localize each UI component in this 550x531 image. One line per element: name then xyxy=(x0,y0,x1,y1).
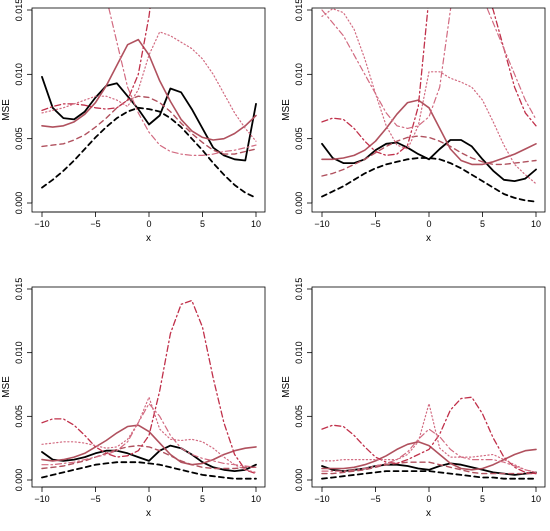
chart-panel-2: −10 −5 0 5 10 x 0.000 0.005 0.010 0.015 MSE xyxy=(281,0,546,244)
series-line-black-dashed xyxy=(321,470,537,480)
y-axis-label: MSE xyxy=(281,99,292,121)
series-line-black-dashed xyxy=(41,461,257,480)
series-line-rose-dashdot xyxy=(41,299,257,475)
x-axis: −10 −5 0 5 10 x xyxy=(34,211,261,244)
x-tick-label: −5 xyxy=(90,219,100,229)
y-tick-label: 0.000 xyxy=(14,469,24,492)
series-line-black-dashed xyxy=(321,157,537,203)
series-line-rose-dashed xyxy=(41,444,257,470)
series-line-black-solid xyxy=(41,76,257,162)
x-axis-label: x xyxy=(146,233,151,244)
x-tick-label: 10 xyxy=(531,219,541,229)
y-tick-label: 0.005 xyxy=(294,127,304,150)
x-tick-label: 5 xyxy=(480,494,485,504)
y-axis: 0.000 0.005 0.010 0.015 MSE xyxy=(1,278,33,492)
series-line-rose-dashed xyxy=(41,95,257,155)
y-axis-label: MSE xyxy=(1,376,12,398)
series-line-black-dashed xyxy=(41,106,257,199)
y-tick-label: 0.010 xyxy=(14,341,24,364)
y-tick-label: 0.000 xyxy=(14,192,24,215)
x-tick-label: 0 xyxy=(146,219,151,229)
y-tick-label: 0.010 xyxy=(294,341,304,364)
y-tick-label: 0.005 xyxy=(14,405,24,428)
series-group xyxy=(321,8,537,203)
series-line-black-solid xyxy=(41,444,257,472)
x-tick-label: 0 xyxy=(426,494,431,504)
series-line-rose-dashed xyxy=(321,135,537,177)
y-tick-label: 0.015 xyxy=(14,278,24,301)
series-line-pink-dashdot xyxy=(321,8,537,129)
y-axis-label: MSE xyxy=(1,99,12,121)
x-tick-label: 5 xyxy=(200,494,205,504)
y-tick-label: 0.010 xyxy=(14,63,24,86)
series-line-pink-dotted xyxy=(41,396,257,473)
x-tick-label: 0 xyxy=(146,494,151,504)
y-tick-label: 0.015 xyxy=(294,278,304,301)
chart-panel-1: −10 −5 0 5 10 x 0.000 0.005 0.010 0.015 MSE xyxy=(1,0,266,244)
series-line-black-solid xyxy=(321,139,537,182)
x-tick-label: −10 xyxy=(34,219,49,229)
x-tick-label: −10 xyxy=(314,219,329,229)
series-line-pink-dashdot xyxy=(321,428,537,473)
x-tick-label: 10 xyxy=(251,494,261,504)
series-line-rose-solid xyxy=(41,424,257,466)
chart-panel-3: −10 −5 0 5 10 x 0.000 0.005 0.010 0.015 MSE xyxy=(1,278,266,519)
series-line-pink-dotted xyxy=(41,31,257,142)
x-axis: −10 −5 0 5 10 x xyxy=(314,211,541,244)
series-line-pink-dashdot xyxy=(41,403,257,468)
x-tick-label: −10 xyxy=(34,494,49,504)
x-tick-label: 10 xyxy=(531,494,541,504)
y-axis: 0.000 0.005 0.010 0.015 MSE xyxy=(281,278,313,492)
y-tick-label: 0.015 xyxy=(294,0,304,21)
y-axis: 0.000 0.005 0.010 0.015 MSE xyxy=(281,0,313,215)
series-line-rose-dashdot xyxy=(321,396,537,475)
x-tick-label: 5 xyxy=(200,219,205,229)
series-line-rose-solid xyxy=(321,441,537,471)
x-tick-label: 10 xyxy=(251,219,261,229)
y-tick-label: 0.005 xyxy=(14,127,24,150)
series-line-rose-solid xyxy=(321,99,537,166)
series-group xyxy=(41,8,257,199)
x-axis-label: x xyxy=(426,508,431,519)
series-group xyxy=(41,299,257,480)
x-tick-label: −5 xyxy=(90,494,100,504)
y-tick-label: 0.005 xyxy=(294,405,304,428)
y-tick-label: 0.015 xyxy=(14,0,24,21)
series-line-pink-dashdot xyxy=(108,8,257,156)
y-tick-label: 0.000 xyxy=(294,192,304,215)
series-line-rose-dashed xyxy=(321,461,537,475)
x-tick-label: −5 xyxy=(370,494,380,504)
x-tick-label: 0 xyxy=(426,219,431,229)
x-axis-label: x xyxy=(146,508,151,519)
y-tick-label: 0.000 xyxy=(294,469,304,492)
x-axis: −10 −5 0 5 10 x xyxy=(314,486,541,519)
chart-panel-4: −10 −5 0 5 10 x 0.000 0.005 0.010 0.015 MSE xyxy=(281,278,546,519)
x-axis: −10 −5 0 5 10 x xyxy=(34,486,261,519)
series-line-pink-dotted xyxy=(321,8,537,185)
series-group xyxy=(321,396,537,480)
plot-frame xyxy=(31,286,266,488)
y-axis: 0.000 0.005 0.010 0.015 MSE xyxy=(1,0,33,215)
x-tick-label: −10 xyxy=(314,494,329,504)
x-tick-label: −5 xyxy=(370,219,380,229)
x-tick-label: 5 xyxy=(480,219,485,229)
x-axis-label: x xyxy=(426,233,431,244)
y-axis-label: MSE xyxy=(281,376,292,398)
series-line-rose-dashdot xyxy=(321,8,537,157)
series-line-rose-dashdot xyxy=(41,8,151,112)
series-line-rose-solid xyxy=(41,38,257,141)
y-tick-label: 0.010 xyxy=(294,63,304,86)
